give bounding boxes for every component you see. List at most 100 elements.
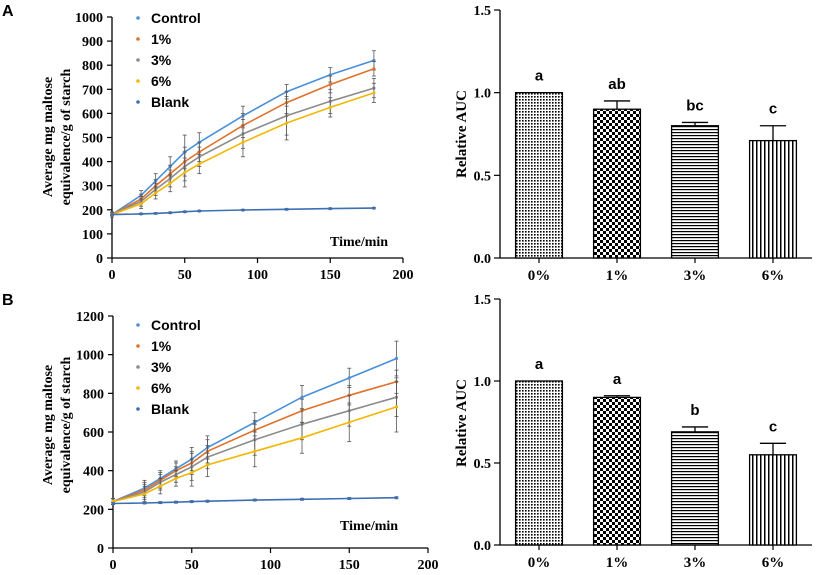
y-tick-label: 500 xyxy=(82,132,103,147)
y-tick-label: 600 xyxy=(83,426,104,441)
data-point xyxy=(372,67,376,71)
x-tick-label: 0% xyxy=(528,555,551,571)
data-point xyxy=(372,58,376,62)
data-point xyxy=(394,356,399,361)
bar-3 xyxy=(748,139,798,259)
series-line-4 xyxy=(112,496,397,505)
y-tick-label: 800 xyxy=(82,59,103,74)
x-axis-title: Time/min xyxy=(330,235,388,250)
data-point xyxy=(158,484,162,488)
data-point xyxy=(372,206,376,210)
data-point xyxy=(142,501,147,505)
significance-letter-3: c xyxy=(769,418,777,435)
significance-letter-3: c xyxy=(769,101,777,118)
x-tick-label: 1% xyxy=(606,268,629,284)
bar-0 xyxy=(514,380,564,546)
legend-label-1: 1% xyxy=(151,31,172,47)
data-point xyxy=(197,162,201,166)
y-tick-label: 1.5 xyxy=(474,293,492,308)
significance-letter-0: a xyxy=(535,68,544,85)
data-point xyxy=(253,449,257,453)
data-point xyxy=(372,91,376,95)
legend-label-2: 3% xyxy=(151,52,172,68)
data-point xyxy=(154,191,158,195)
legend-marker-2 xyxy=(136,58,140,62)
data-point xyxy=(347,420,351,424)
y-tick-label: 300 xyxy=(82,180,103,195)
y-tick-label: 600 xyxy=(82,107,103,122)
data-point xyxy=(205,499,210,503)
y-axis-title-line2: equivalence/g of starch xyxy=(59,68,74,205)
legend-marker-4 xyxy=(136,100,140,104)
x-tick-label: 50 xyxy=(178,268,192,283)
data-point xyxy=(328,105,332,109)
data-point xyxy=(174,500,178,504)
data-point xyxy=(139,212,143,216)
y-tick-label: 1000 xyxy=(76,349,104,364)
data-point xyxy=(139,202,143,206)
x-tick-label: 150 xyxy=(320,268,341,283)
bar-3 xyxy=(748,454,798,546)
data-point xyxy=(285,121,289,125)
y-tick-label: 1.0 xyxy=(474,87,492,102)
data-point xyxy=(328,73,332,77)
y-tick-label: 400 xyxy=(83,465,104,480)
data-point xyxy=(347,496,351,501)
bar-2 xyxy=(670,125,720,259)
y-tick-label: 900 xyxy=(82,35,103,50)
y-tick-label: 700 xyxy=(82,83,103,98)
data-point xyxy=(300,436,304,440)
y-tick-label: 400 xyxy=(82,156,103,171)
data-point xyxy=(110,213,114,217)
series-line-3 xyxy=(112,406,397,503)
data-point xyxy=(253,498,257,502)
data-point xyxy=(205,463,210,467)
data-point xyxy=(183,210,187,214)
y-tick-label: 200 xyxy=(83,503,104,518)
y-axis-title: Relative AUC xyxy=(454,379,470,467)
series-line-0 xyxy=(112,357,397,503)
data-point xyxy=(300,497,304,501)
legend-marker-1 xyxy=(136,344,140,348)
panel-label-a: A xyxy=(2,3,14,20)
legend-marker-1 xyxy=(136,37,140,41)
data-point xyxy=(394,496,399,500)
data-point xyxy=(394,405,399,409)
significance-letter-1: a xyxy=(613,371,622,388)
x-tick-label: 0 xyxy=(110,558,117,573)
significance-letter-2: bc xyxy=(686,97,704,114)
data-point xyxy=(241,208,245,212)
legend-marker-3 xyxy=(136,386,140,390)
y-tick-label: 0 xyxy=(96,252,103,267)
x-tick-label: 100 xyxy=(260,558,281,573)
data-point xyxy=(190,471,194,475)
data-point xyxy=(168,211,172,215)
legend-marker-0 xyxy=(136,16,140,20)
x-tick-label: 6% xyxy=(762,555,785,571)
data-point xyxy=(241,140,245,144)
data-point xyxy=(328,206,332,211)
data-point xyxy=(285,207,289,211)
bar-2 xyxy=(670,431,720,546)
legend-marker-3 xyxy=(136,79,140,83)
legend-label-1: 1% xyxy=(151,338,172,354)
significance-letter-1: ab xyxy=(608,76,626,93)
legend-label-0: Control xyxy=(151,10,201,26)
y-tick-label: 800 xyxy=(83,387,104,402)
significance-letter-0: a xyxy=(535,356,544,373)
x-tick-label: 100 xyxy=(247,268,268,283)
bar-chart-a: 0.0 0.5 1.0 1.5 Relative AUC a 0% ab 1% bc 3% c 6% xyxy=(454,4,812,284)
x-tick-label: 0 xyxy=(109,268,116,283)
series-line-2 xyxy=(111,87,375,216)
x-tick-label: 50 xyxy=(185,558,199,573)
data-point xyxy=(142,492,147,496)
panel-label-b: B xyxy=(2,292,14,309)
y-tick-label: 0.0 xyxy=(474,252,492,267)
data-point xyxy=(158,500,162,505)
legend-label-3: 6% xyxy=(151,73,172,89)
x-tick-label: 3% xyxy=(684,555,707,571)
bar-chart-b: 0.0 0.5 1.0 1.5 Relative AUC a 0% a 1% b 3% c 6% xyxy=(454,293,812,571)
legend-marker-0 xyxy=(136,323,140,327)
legend-label-0: Control xyxy=(151,317,201,333)
